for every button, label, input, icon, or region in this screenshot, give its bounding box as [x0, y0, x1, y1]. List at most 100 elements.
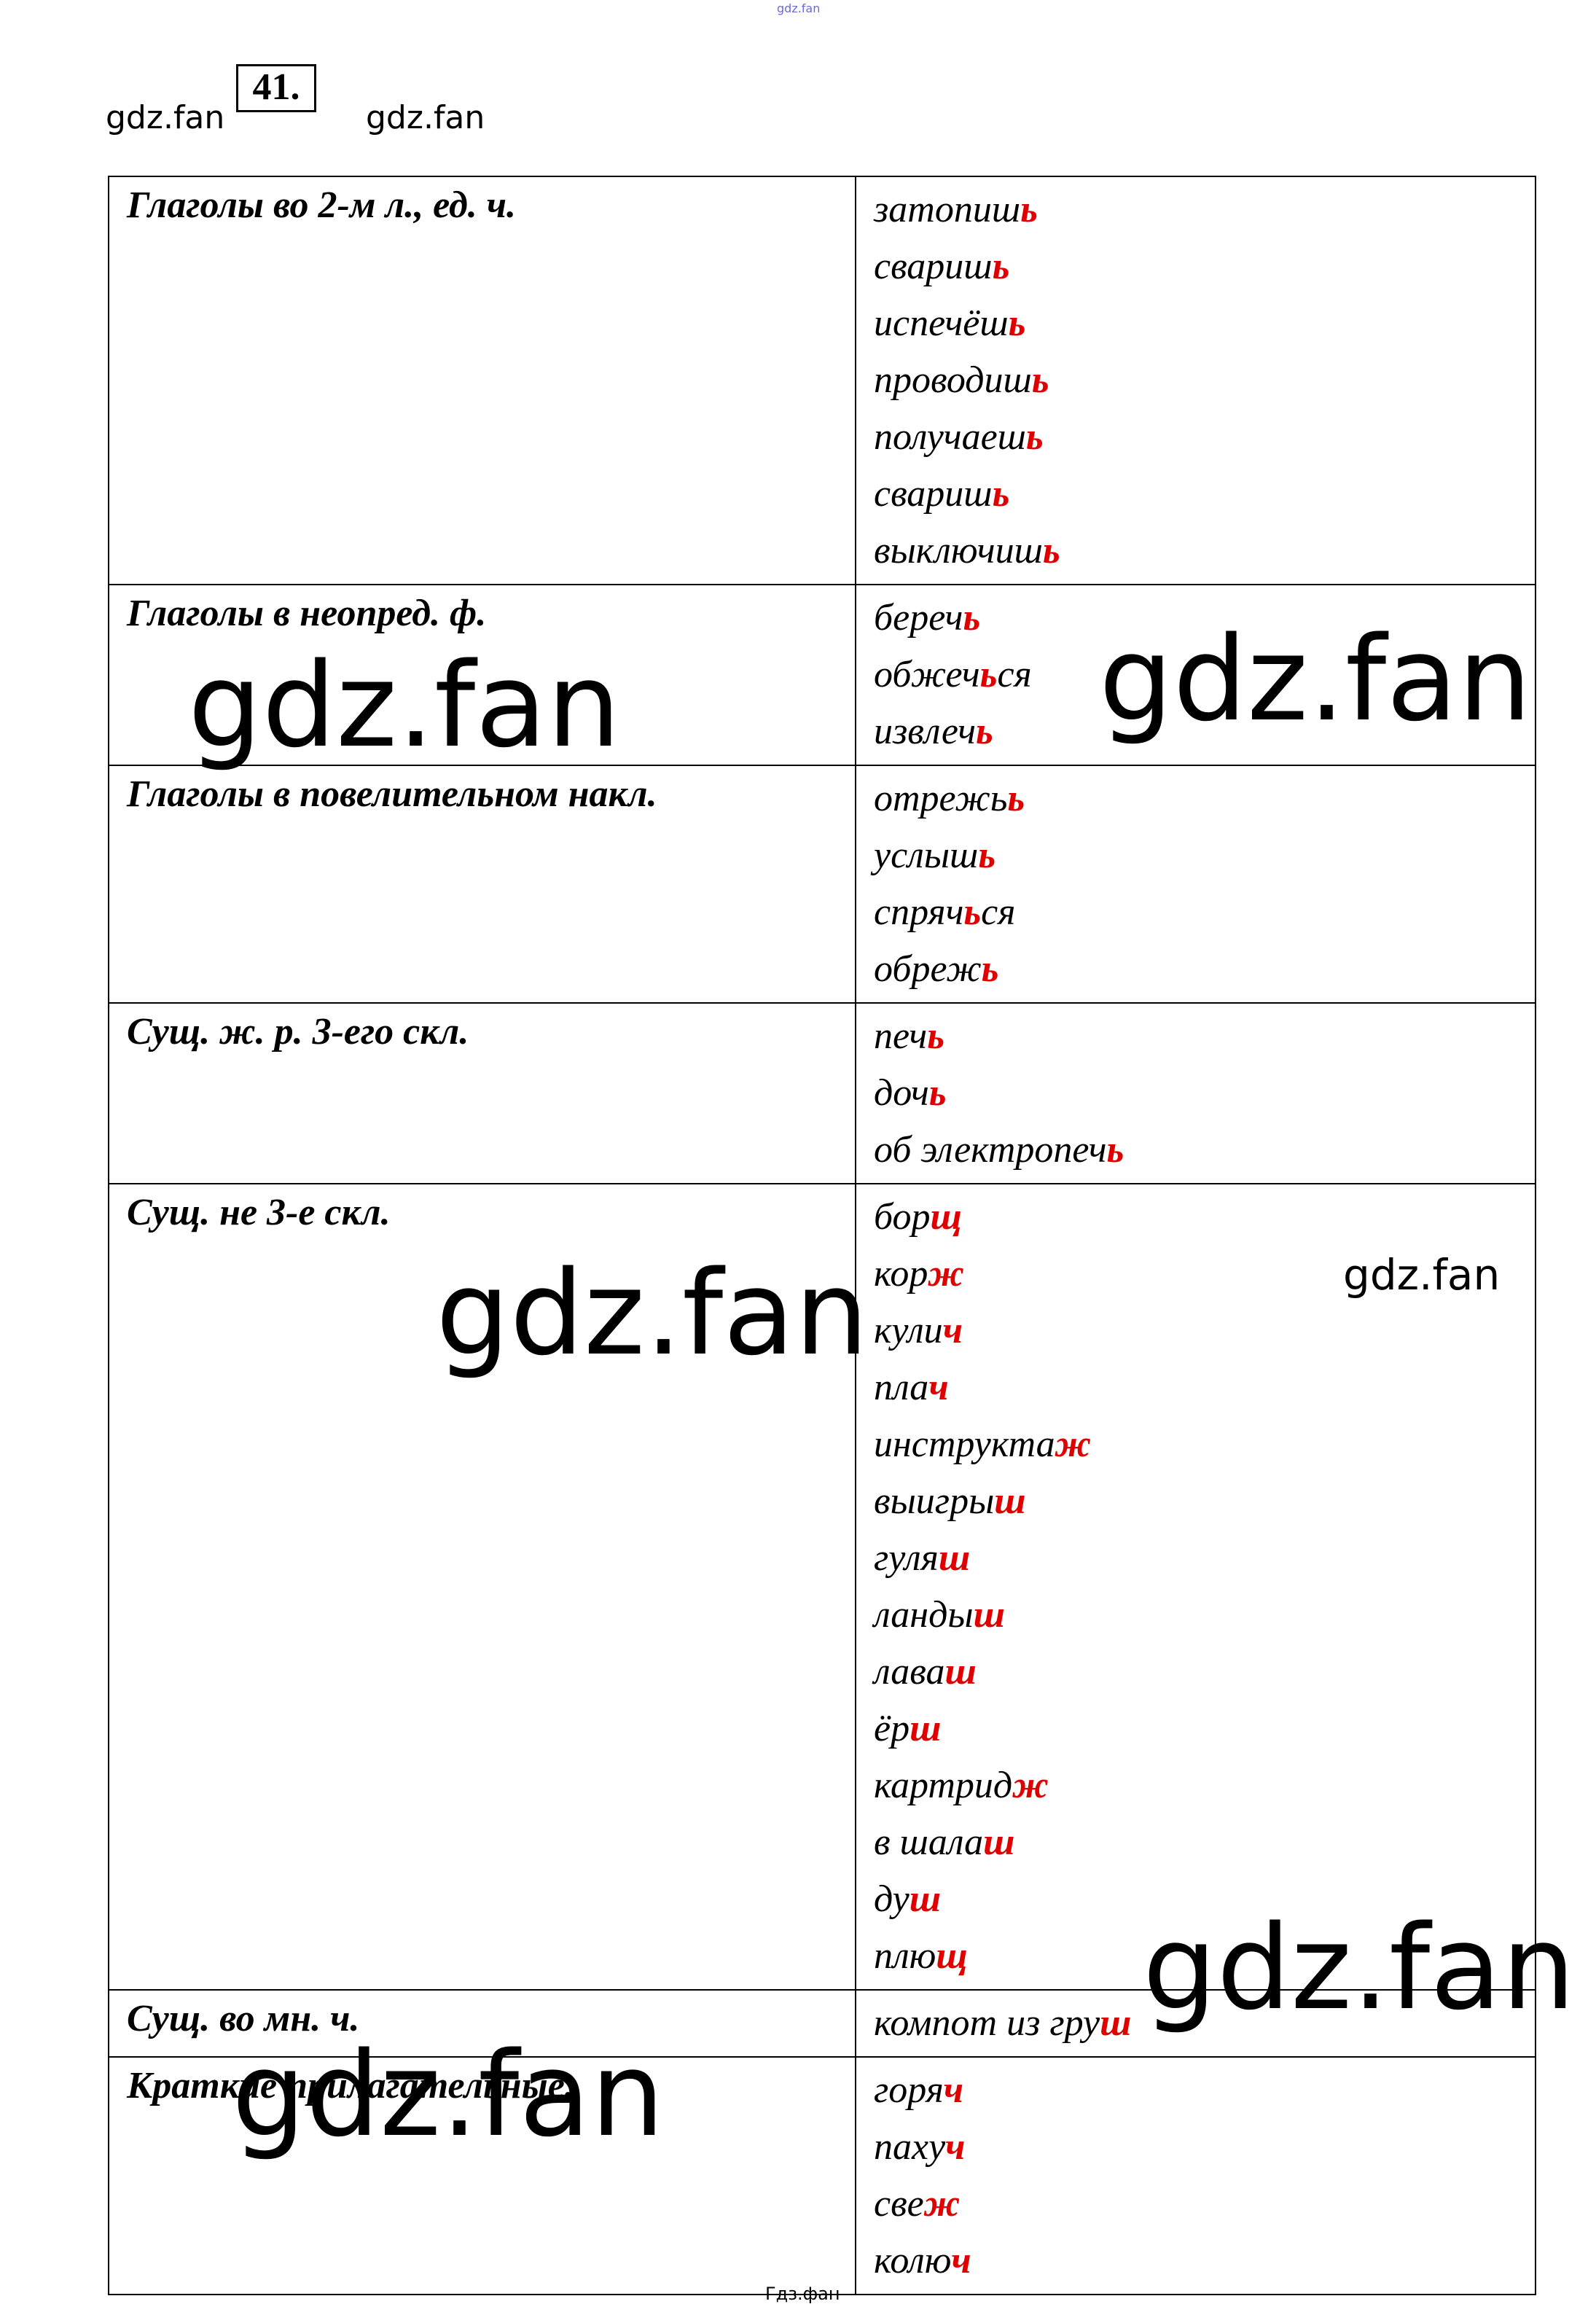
word-stem: ду [874, 1878, 910, 1920]
word: выигрыш [874, 1473, 1517, 1530]
word-after: ся [997, 654, 1032, 695]
word-stem: ёр [874, 1708, 910, 1749]
word-stem: услыш [874, 835, 979, 876]
word-end: ь [976, 711, 993, 752]
word-end: ь [992, 246, 1010, 287]
category-cell: Глаголы во 2-м л., ед. ч. [108, 176, 856, 585]
word: корж [874, 1246, 1517, 1303]
word-end: ь [1008, 302, 1026, 344]
word-end: щ [930, 1196, 962, 1238]
category-cell: Сущ. не 3-е скл. [108, 1183, 856, 1991]
watermark-small-right: gdz.fan [366, 99, 485, 136]
watermark-big-3: gdz.fan [436, 1245, 869, 1381]
word-stem: кор [874, 1253, 928, 1294]
word-stem: получаеш [874, 416, 1026, 458]
word: свеж [874, 2176, 1517, 2233]
words-cell: отрежьь услышь спрячься обрежь [855, 765, 1536, 1004]
word-stem: компот из гру [874, 2002, 1100, 2044]
word: обрежь [874, 941, 1517, 998]
words-cell: затопишь сваришь испечёшь проводишь получаеш… [855, 176, 1536, 585]
watermark-big-2: gdz.fan [1099, 611, 1532, 747]
word: лаваш [874, 1644, 1517, 1700]
word-stem: затопиш [874, 189, 1021, 230]
word: испечёшь [874, 295, 1517, 352]
word-end: ж [1055, 1424, 1092, 1465]
word: услышь [874, 827, 1517, 884]
word-end: ж [923, 2183, 961, 2225]
word-stem: доч [874, 1072, 929, 1114]
word: затопишь [874, 181, 1517, 238]
word-stem: паху [874, 2126, 946, 2168]
word-stem: береч [874, 597, 963, 639]
word-stem: отрежь [874, 778, 1008, 819]
word-stem: обжеч [874, 654, 980, 695]
word: душ [874, 1871, 1517, 1928]
word-end: ч [942, 1310, 963, 1351]
word-stem: в шала [874, 1821, 984, 1863]
word-end: ь [963, 597, 981, 639]
table-row: Краткие прилагательные. горяч пахуч свеж кол… [108, 2056, 1536, 2295]
word-end: ж [1012, 1765, 1049, 1806]
word-end: ч [928, 1367, 949, 1408]
word-end: ь [1042, 530, 1060, 571]
table-row: Глаголы во 2-м л., ед. ч. затопишь сваришь… [108, 176, 1536, 585]
word: ёрш [874, 1700, 1517, 1757]
word: плющ [874, 1928, 1517, 1985]
category-cell: Сущ. во мн. ч. [108, 1989, 856, 2058]
word-stem: гуля [874, 1537, 939, 1579]
word-end: ь [927, 1015, 944, 1057]
word-stem: горя [874, 2069, 944, 2111]
word: борщ [874, 1189, 1517, 1246]
word-end: щ [936, 1935, 968, 1977]
word-stem: колю [874, 2240, 952, 2281]
footer-watermark: Гдз.фан [765, 2284, 840, 2304]
word-stem: печ [874, 1015, 928, 1057]
word: картридж [874, 1757, 1517, 1814]
word-end: ь [963, 891, 982, 933]
word-stem: кули [874, 1310, 943, 1351]
word-stem: свариш [874, 473, 993, 515]
word: горяч [874, 2062, 1517, 2119]
word: сваришь [874, 466, 1517, 523]
word: пахуч [874, 2119, 1517, 2176]
word-end: ш [938, 1537, 971, 1579]
word-end: ш [1100, 2002, 1132, 2044]
word: ландыш [874, 1587, 1517, 1644]
word-stem: лава [874, 1651, 945, 1692]
word: беречь [874, 590, 1517, 647]
word-stem: выключиш [874, 530, 1043, 571]
word-stem: проводиш [874, 359, 1032, 401]
word-end: ж [928, 1253, 964, 1294]
word-end: ь [1007, 778, 1025, 819]
word: извлечь [874, 703, 1517, 760]
word-stem: инструкта [874, 1424, 1055, 1465]
word-end: ч [951, 2240, 971, 2281]
exercise-number: 41. [236, 64, 316, 112]
answer-table: Глаголы во 2-м л., ед. ч. затопишь сваришь… [108, 176, 1536, 2295]
word: получаешь [874, 409, 1517, 466]
word-end: ь [928, 1072, 947, 1114]
category-cell: Глаголы в неопред. ф. [108, 584, 856, 766]
word-end: ш [909, 1878, 942, 1920]
word-end: ь [1020, 189, 1038, 230]
word-stem: обреж [874, 948, 982, 990]
words-cell: печь дочь об электропечь [855, 1002, 1536, 1184]
word-stem: плю [874, 1935, 936, 1977]
watermark-small-left: gdz.fan [106, 99, 225, 136]
word: компот из груш [874, 1995, 1517, 2052]
word-stem: свариш [874, 246, 993, 287]
word: колюч [874, 2233, 1517, 2289]
word-stem: све [874, 2183, 924, 2225]
word: гуляш [874, 1530, 1517, 1587]
words-cell: компот из груш [855, 1989, 1536, 2058]
table-row: Сущ. ж. р. 3-его скл. печь дочь об электроп… [108, 1002, 1536, 1184]
word-stem: об электропеч [874, 1129, 1107, 1171]
word-end: ш [944, 1651, 977, 1692]
words-cell: борщ корж кулич плач инструктаж выигрыш гуляш л… [855, 1183, 1536, 1991]
word-end: ш [910, 1708, 942, 1749]
top-watermark: gdz.fan [777, 1, 821, 15]
word-end: ш [983, 1821, 1015, 1863]
table-row: Глаголы в повелительном накл. отрежьь услы… [108, 765, 1536, 1004]
word-stem: испечёш [874, 302, 1009, 344]
word-stem: пла [874, 1367, 929, 1408]
